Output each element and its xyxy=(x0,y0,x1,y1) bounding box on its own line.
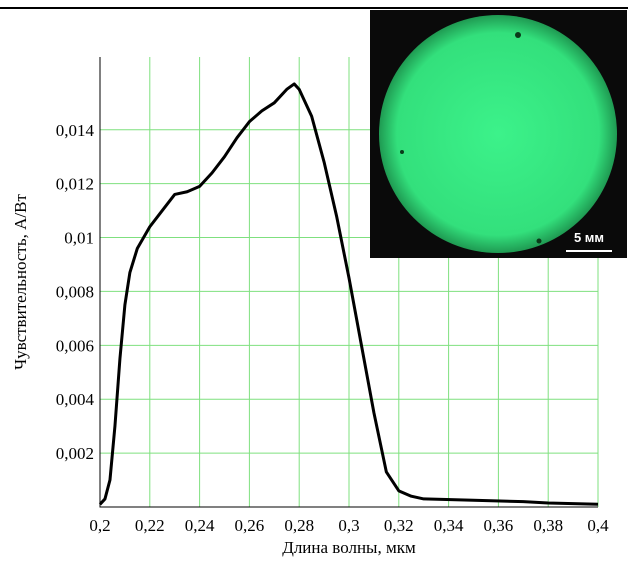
inset-photo: 5 мм xyxy=(370,10,627,258)
y-tick-label: 0,004 xyxy=(56,390,95,409)
plot xyxy=(98,82,599,506)
x-tick-label: 0,38 xyxy=(533,516,563,535)
x-tick-label: 0,28 xyxy=(284,516,314,535)
y-tick-label: 0,002 xyxy=(56,444,94,463)
sensitivity-curve xyxy=(98,82,599,506)
y-tick-label: 0,01 xyxy=(64,229,94,248)
x-tick-label: 0,3 xyxy=(338,516,359,535)
y-tick-label: 0,008 xyxy=(56,282,94,301)
speck xyxy=(515,32,521,38)
x-axis-label: Длина волны, мкм xyxy=(282,538,416,557)
x-tick-label: 0,34 xyxy=(434,516,464,535)
x-tick-label: 0,26 xyxy=(235,516,265,535)
x-tick-label: 0,36 xyxy=(484,516,514,535)
x-tick-label: 0,22 xyxy=(135,516,165,535)
x-tick-label: 0,32 xyxy=(384,516,414,535)
scale-label: 5 мм xyxy=(574,230,604,245)
y-tick-label: 0,012 xyxy=(56,175,94,194)
y-axis-label: Чувствительность, А/Вт xyxy=(11,194,30,370)
x-tick-label: 0,24 xyxy=(185,516,215,535)
grid: 0,2 0,22 0,24 0,26 0,28 0,3 0,32 0,34 0,36 0,38 0,… xyxy=(56,57,609,535)
y-tick-label: 0,014 xyxy=(56,121,95,140)
x-tick-label: 0,2 xyxy=(89,516,110,535)
glowing-disc xyxy=(379,15,617,253)
x-tick-label: 0,4 xyxy=(587,516,609,535)
speck xyxy=(536,238,542,244)
axes xyxy=(99,57,598,508)
y-tick-label: 0,006 xyxy=(56,336,94,355)
speck xyxy=(400,150,404,154)
